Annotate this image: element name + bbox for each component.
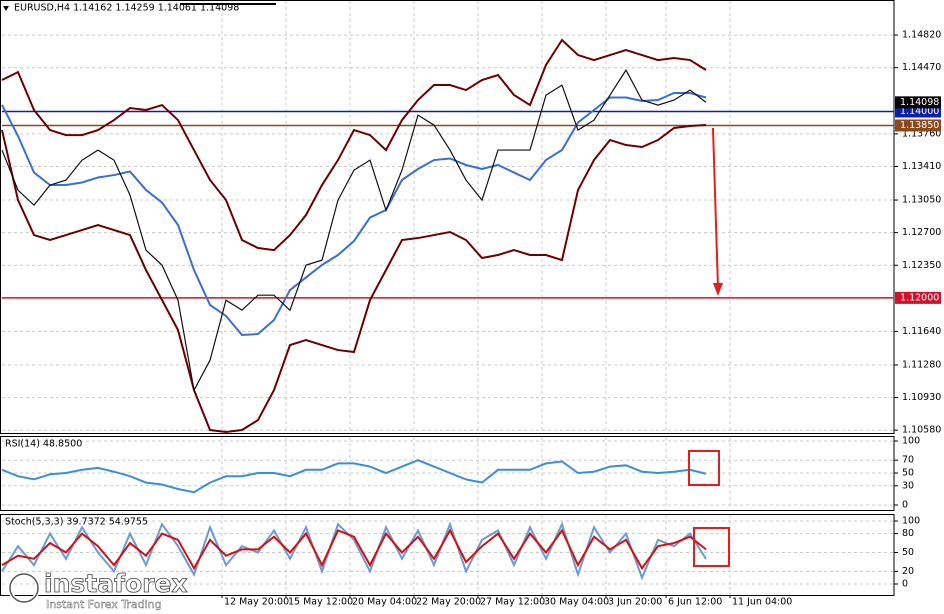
series-line xyxy=(1,38,707,252)
y-tick-label: 0 xyxy=(902,579,908,590)
y-tick-label: 1.11640 xyxy=(902,326,941,337)
logo-tagline: Instant Forex Trading xyxy=(46,598,162,611)
price-label: 1.12000 xyxy=(900,292,939,303)
x-tick-label: 12 May 20:00 xyxy=(224,597,289,608)
y-tick-label: 1.10580 xyxy=(902,425,941,436)
y-tick-label: 1.14470 xyxy=(902,62,941,73)
x-tick-label: 15 May 12:00 xyxy=(288,597,353,608)
price-label: 1.13850 xyxy=(900,120,939,131)
price-label-box xyxy=(895,105,941,118)
series-line xyxy=(1,459,707,494)
logo-name: instaforex xyxy=(44,569,188,598)
panel-title: EURUSD,H4 1.14162 1.14259 1.14061 1.1409… xyxy=(14,3,239,14)
x-tick-label: 30 May 04:00 xyxy=(544,597,609,608)
series-line xyxy=(1,124,707,433)
y-tick-label: 30 xyxy=(902,480,914,491)
arrow xyxy=(712,127,719,289)
series-line xyxy=(1,91,707,336)
logo: instaforex Instant Forex Trading xyxy=(8,569,188,611)
last-price-box xyxy=(895,96,941,109)
y-tick-label: 1.13410 xyxy=(902,161,941,172)
x-tick-label: 22 May 20:00 xyxy=(416,597,481,608)
y-tick-label: 80 xyxy=(902,528,914,539)
y-tick-label: 70 xyxy=(902,455,914,466)
price-label-box xyxy=(895,291,941,304)
series-line xyxy=(1,68,707,393)
y-tick-label: 1.14820 xyxy=(902,30,941,41)
y-tick-label: 1.12350 xyxy=(902,260,941,271)
highlight-box xyxy=(693,527,730,567)
logo-icon xyxy=(9,573,39,603)
y-tick-label: 100 xyxy=(902,436,920,447)
y-tick-label: 1.12700 xyxy=(902,227,941,238)
arrow-head xyxy=(713,283,723,296)
y-tick-label: 20 xyxy=(902,566,914,577)
y-tick-label: 1.13050 xyxy=(902,195,941,206)
y-tick-label: 50 xyxy=(902,468,914,479)
x-tick-label: 6 Jun 12:00 xyxy=(668,597,722,608)
x-tick-label: 20 May 04:00 xyxy=(352,597,417,608)
x-tick-label: 3 Jun 20:00 xyxy=(608,597,662,608)
y-tick-label: 1.10930 xyxy=(902,392,941,403)
x-tick-label: 11 Jun 04:00 xyxy=(732,597,792,608)
series-line xyxy=(1,528,707,571)
price-label-box xyxy=(895,119,941,132)
y-tick-label: 1.11280 xyxy=(902,359,941,370)
panel-title: Stoch(5,3,3) 39.7372 54.9755 xyxy=(5,517,148,528)
highlight-box xyxy=(688,450,720,486)
panel-frame xyxy=(0,0,895,434)
x-tick-label: 27 May 12:00 xyxy=(480,597,545,608)
panel-title: RSI(14) 48.8500 xyxy=(5,439,82,450)
price-label: 1.14000 xyxy=(900,106,939,117)
y-tick-label: 50 xyxy=(902,547,914,558)
y-tick-label: 100 xyxy=(902,516,920,527)
last-price-label: 1.14098 xyxy=(900,97,939,108)
y-tick-label: 0 xyxy=(902,500,908,511)
panel-frame xyxy=(0,514,895,596)
dropdown[interactable] xyxy=(3,6,9,11)
y-tick-label: 1.13760 xyxy=(902,128,941,139)
